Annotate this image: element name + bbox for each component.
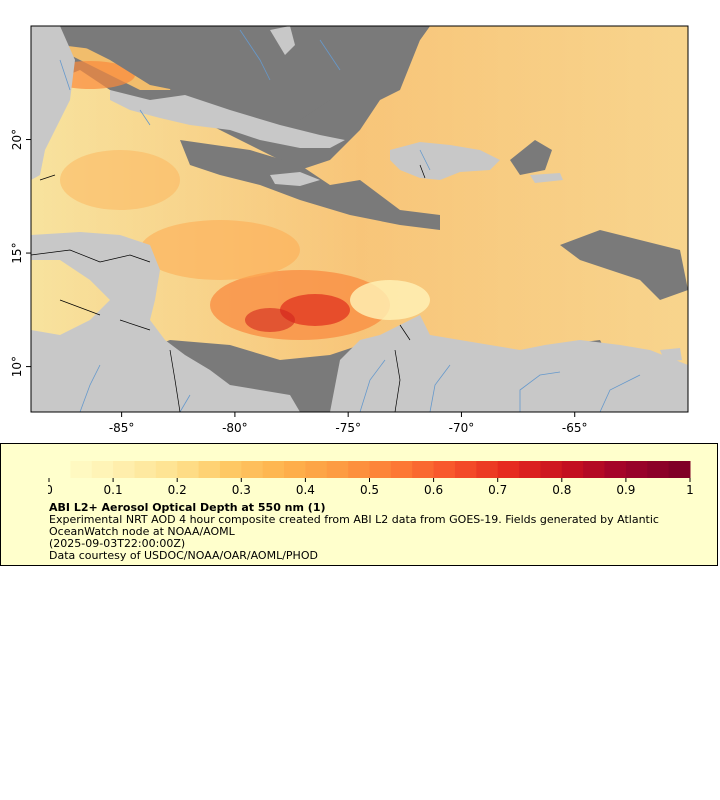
colorbar-swatch (155, 461, 178, 478)
legend-title: ABI L2+ Aerosol Optical Depth at 550 nm … (49, 501, 326, 514)
colorbar-tick-label: 1 (686, 483, 694, 497)
colorbar-swatch (113, 461, 135, 478)
lon-tick-label: -70° (449, 421, 475, 435)
legend-credit: Data courtesy of USDOC/NOAA/OAR/AOML/PHO… (49, 549, 318, 562)
no-data-gap-gulf (31, 26, 430, 120)
colorbar-swatch (284, 461, 306, 478)
land-florida-keys (270, 26, 295, 55)
map-frame-border (30, 25, 689, 413)
lon-tick-label: -65° (562, 421, 588, 435)
colorbar-swatch (198, 461, 221, 478)
colorbar-swatch (177, 461, 200, 478)
land-jamaica (270, 172, 320, 186)
land-hispaniola (390, 142, 500, 180)
lon-tick-label: -75° (335, 421, 361, 435)
land-yucatan (31, 26, 75, 180)
colorbar-swatch (305, 461, 328, 478)
colorbar-swatch (561, 461, 584, 478)
colorbar-tick-label: 0.2 (168, 483, 187, 497)
colorbar-swatch (647, 461, 670, 478)
lat-tick-label: 15° (10, 242, 24, 263)
no-data-gap-east2 (560, 230, 688, 300)
colorbar-tick-label: 0.9 (616, 483, 635, 497)
aod-low-patch (350, 280, 430, 320)
colorbar-swatch (219, 461, 242, 478)
lon-tick-label: -85° (109, 421, 135, 435)
no-data-gap-east (510, 140, 552, 175)
land-south-america (330, 315, 688, 412)
lon-tick-label: -80° (222, 421, 248, 435)
country-borders (31, 164, 426, 412)
colorbar-tick-label: 0.4 (296, 483, 315, 497)
map-panel: -85° -80° -75° -70° -65° 20° 15° 10° (10, 25, 689, 435)
colorbar-swatch (476, 461, 499, 478)
colorbar-swatch (497, 461, 520, 478)
colorbar-swatch (369, 461, 392, 478)
colorbar-tick-label: 0.6 (424, 483, 443, 497)
colorbar-swatch (241, 461, 264, 478)
land-cuba (110, 90, 345, 148)
colorbar-swatch (540, 461, 563, 478)
aod-mid-patch-2 (60, 150, 180, 210)
latitude-axis: 20° 15° 10° (10, 129, 31, 377)
map-plot-area (31, 26, 688, 412)
colorbar-tick-label: 0.8 (552, 483, 571, 497)
longitude-axis: -85° -80° -75° -70° -65° (109, 412, 588, 435)
lat-tick-label: 20° (10, 129, 24, 150)
aerosol-map: -85° -80° -75° -70° -65° 20° 15° 10° (10, 25, 689, 435)
colorbar-swatch (70, 461, 93, 478)
colorbar-swatch (326, 461, 349, 478)
river-lines (59, 29, 641, 412)
colorbar-swatch (348, 461, 370, 478)
colorbar-tick-label: 0.3 (232, 483, 251, 497)
aod-high-patch-3 (245, 308, 295, 332)
colorbar-swatch (134, 461, 157, 478)
colorbar-swatch (412, 461, 435, 478)
land-trinidad (660, 348, 682, 362)
colorbar-swatch (519, 461, 541, 478)
colorbar-swatch (604, 461, 627, 478)
colorbar-swatch (625, 461, 648, 478)
colorbar-swatch (91, 461, 114, 478)
colorbar-swatch (433, 461, 456, 478)
colorbar-tick-label: 0 (48, 483, 53, 497)
land-puerto-rico (530, 173, 563, 183)
legend-panel: 0 0.1 0.2 0.3 0.4 0.5 0.6 0.7 0.8 0.9 1 ABI L2+ Ae… (0, 443, 718, 566)
land-central-america (31, 232, 300, 412)
colorbar-swatch (262, 461, 285, 478)
no-data-gap-cuba-south (180, 140, 440, 230)
legend-timestamp: (2025-09-03T22:00:00Z) (49, 537, 186, 550)
colorbar: 0 0.1 0.2 0.3 0.4 0.5 0.6 0.7 0.8 0.9 1 (48, 461, 694, 497)
aod-mid-patch-1 (140, 220, 300, 280)
colorbar-tick-label: 0.1 (104, 483, 123, 497)
colorbar-tick-label: 0.7 (488, 483, 507, 497)
colorbar-swatch (668, 461, 691, 478)
colorbar-swatch (583, 461, 606, 478)
colorbar-swatch (49, 461, 71, 478)
legend-description: Experimental NRT AOD 4 hour composite cr… (49, 513, 659, 538)
colorbar-swatch (454, 461, 477, 478)
aod-high-patch-2 (280, 294, 350, 326)
colorbar-tick-label: 0.5 (360, 483, 379, 497)
lat-tick-label: 10° (10, 356, 24, 377)
colorbar-swatch (390, 461, 413, 478)
